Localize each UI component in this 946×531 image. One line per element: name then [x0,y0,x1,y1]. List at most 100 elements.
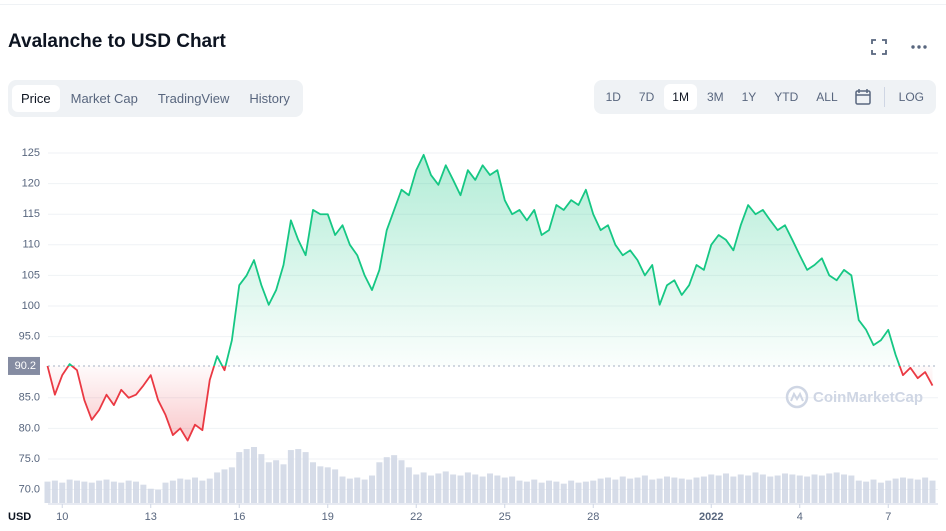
volume-bar [199,480,206,503]
volume-bar [546,480,552,503]
y-tick-label: 85.0 [19,392,40,404]
x-tick-label: 22 [410,511,422,523]
volume-bar [892,478,899,503]
volume-bar [398,460,405,503]
volume-bar [767,476,774,503]
watermark-text: CoinMarketCap [813,389,923,406]
volume-bar [346,478,353,503]
x-tick-label: 19 [322,511,334,523]
volume-bar [280,464,287,503]
volume-bar [855,480,862,503]
volume-bar [192,477,198,503]
volume-bar [774,475,781,503]
volume-bar [435,473,442,503]
volume-bar [339,476,346,503]
volume-bar [811,474,818,503]
volume-bar [516,480,523,503]
y-tick-label: 70.0 [19,483,40,495]
volume-bar [818,475,825,503]
range-button[interactable]: ALL [816,90,838,104]
volume-bar [900,477,906,503]
volume-bar [273,460,280,503]
watermark: CoinMarketCap [785,385,923,409]
calendar-icon[interactable] [848,88,878,106]
volume-bar [877,482,884,503]
volume-bar [361,479,368,503]
volume-bar [376,462,383,503]
volume-bar [796,475,803,503]
page-title: Avalanche to USD Chart [8,31,226,52]
volume-bar [833,472,840,503]
volume-bar [501,477,508,503]
volume-bar [656,478,663,503]
volume-bar [509,476,516,503]
volume-bar [619,476,626,503]
range-button[interactable]: 1M [664,84,697,110]
volume-bar [420,472,427,503]
volume-bar [568,480,575,503]
tab[interactable]: TradingView [157,91,230,106]
volume-bar [169,480,176,503]
volume-bar [907,478,914,503]
volume-bar [671,477,678,503]
separator [883,87,885,107]
icon-bar [870,38,928,56]
volume-bar [841,474,847,503]
range-button[interactable]: YTD [774,90,799,104]
volume-bar [317,466,324,503]
y-tick-label: 75.0 [19,453,40,465]
tab[interactable]: History [249,91,290,106]
volume-bar [44,481,51,503]
volume-bar [641,475,648,503]
range-button[interactable]: 1D [605,90,621,104]
volume-bar [575,482,582,503]
volume-bar [88,482,95,503]
volume-bar [752,472,759,503]
tab[interactable]: Market Cap [70,91,138,106]
x-tick-label: 13 [145,511,157,523]
volume-bar [450,474,457,503]
volume-bar [228,467,235,503]
range-button[interactable]: 3M [706,90,724,104]
volume-bar [287,450,294,503]
volume-bar [66,479,73,503]
x-tick-label: 2022 [699,511,723,523]
volume-bar [133,481,139,503]
watermark-logo [785,385,809,409]
volume-bar [678,478,685,503]
volume-bar [590,480,597,503]
baseline-label: 90.2 [15,360,36,372]
volume-bar [383,457,390,503]
baseline-label-box [8,356,40,375]
volume-bar [258,454,265,503]
volume-bar [715,475,722,503]
volume-bar [487,473,493,503]
volume-bar [125,480,132,503]
volume-bar [147,488,154,503]
area [47,154,933,441]
volume-bar [922,477,929,503]
x-tick-label: 28 [587,511,599,523]
volume-bar [110,481,117,503]
y-tick-label: 105 [22,269,40,281]
watermark-logo [790,391,804,402]
volume-bar [251,447,257,503]
fullscreen-icon[interactable] [870,38,888,56]
tab[interactable]: Price [12,85,60,112]
volume-bar [612,479,619,503]
volume-bar [782,473,788,503]
volume-bar [472,474,479,503]
volume-bar [914,479,921,503]
volume-bar [531,479,538,503]
tab-group: Price Market Cap TradingView History [8,80,303,117]
volume-bar [826,473,833,503]
volume-bar [265,462,272,503]
log-button[interactable]: LOG [898,90,924,104]
more-icon[interactable] [910,38,928,56]
range-button[interactable]: 1Y [741,90,757,104]
volume-bar [302,452,309,503]
volume-bar [885,480,892,503]
range-button[interactable]: 7D [638,90,655,104]
volume-bar [177,478,184,503]
